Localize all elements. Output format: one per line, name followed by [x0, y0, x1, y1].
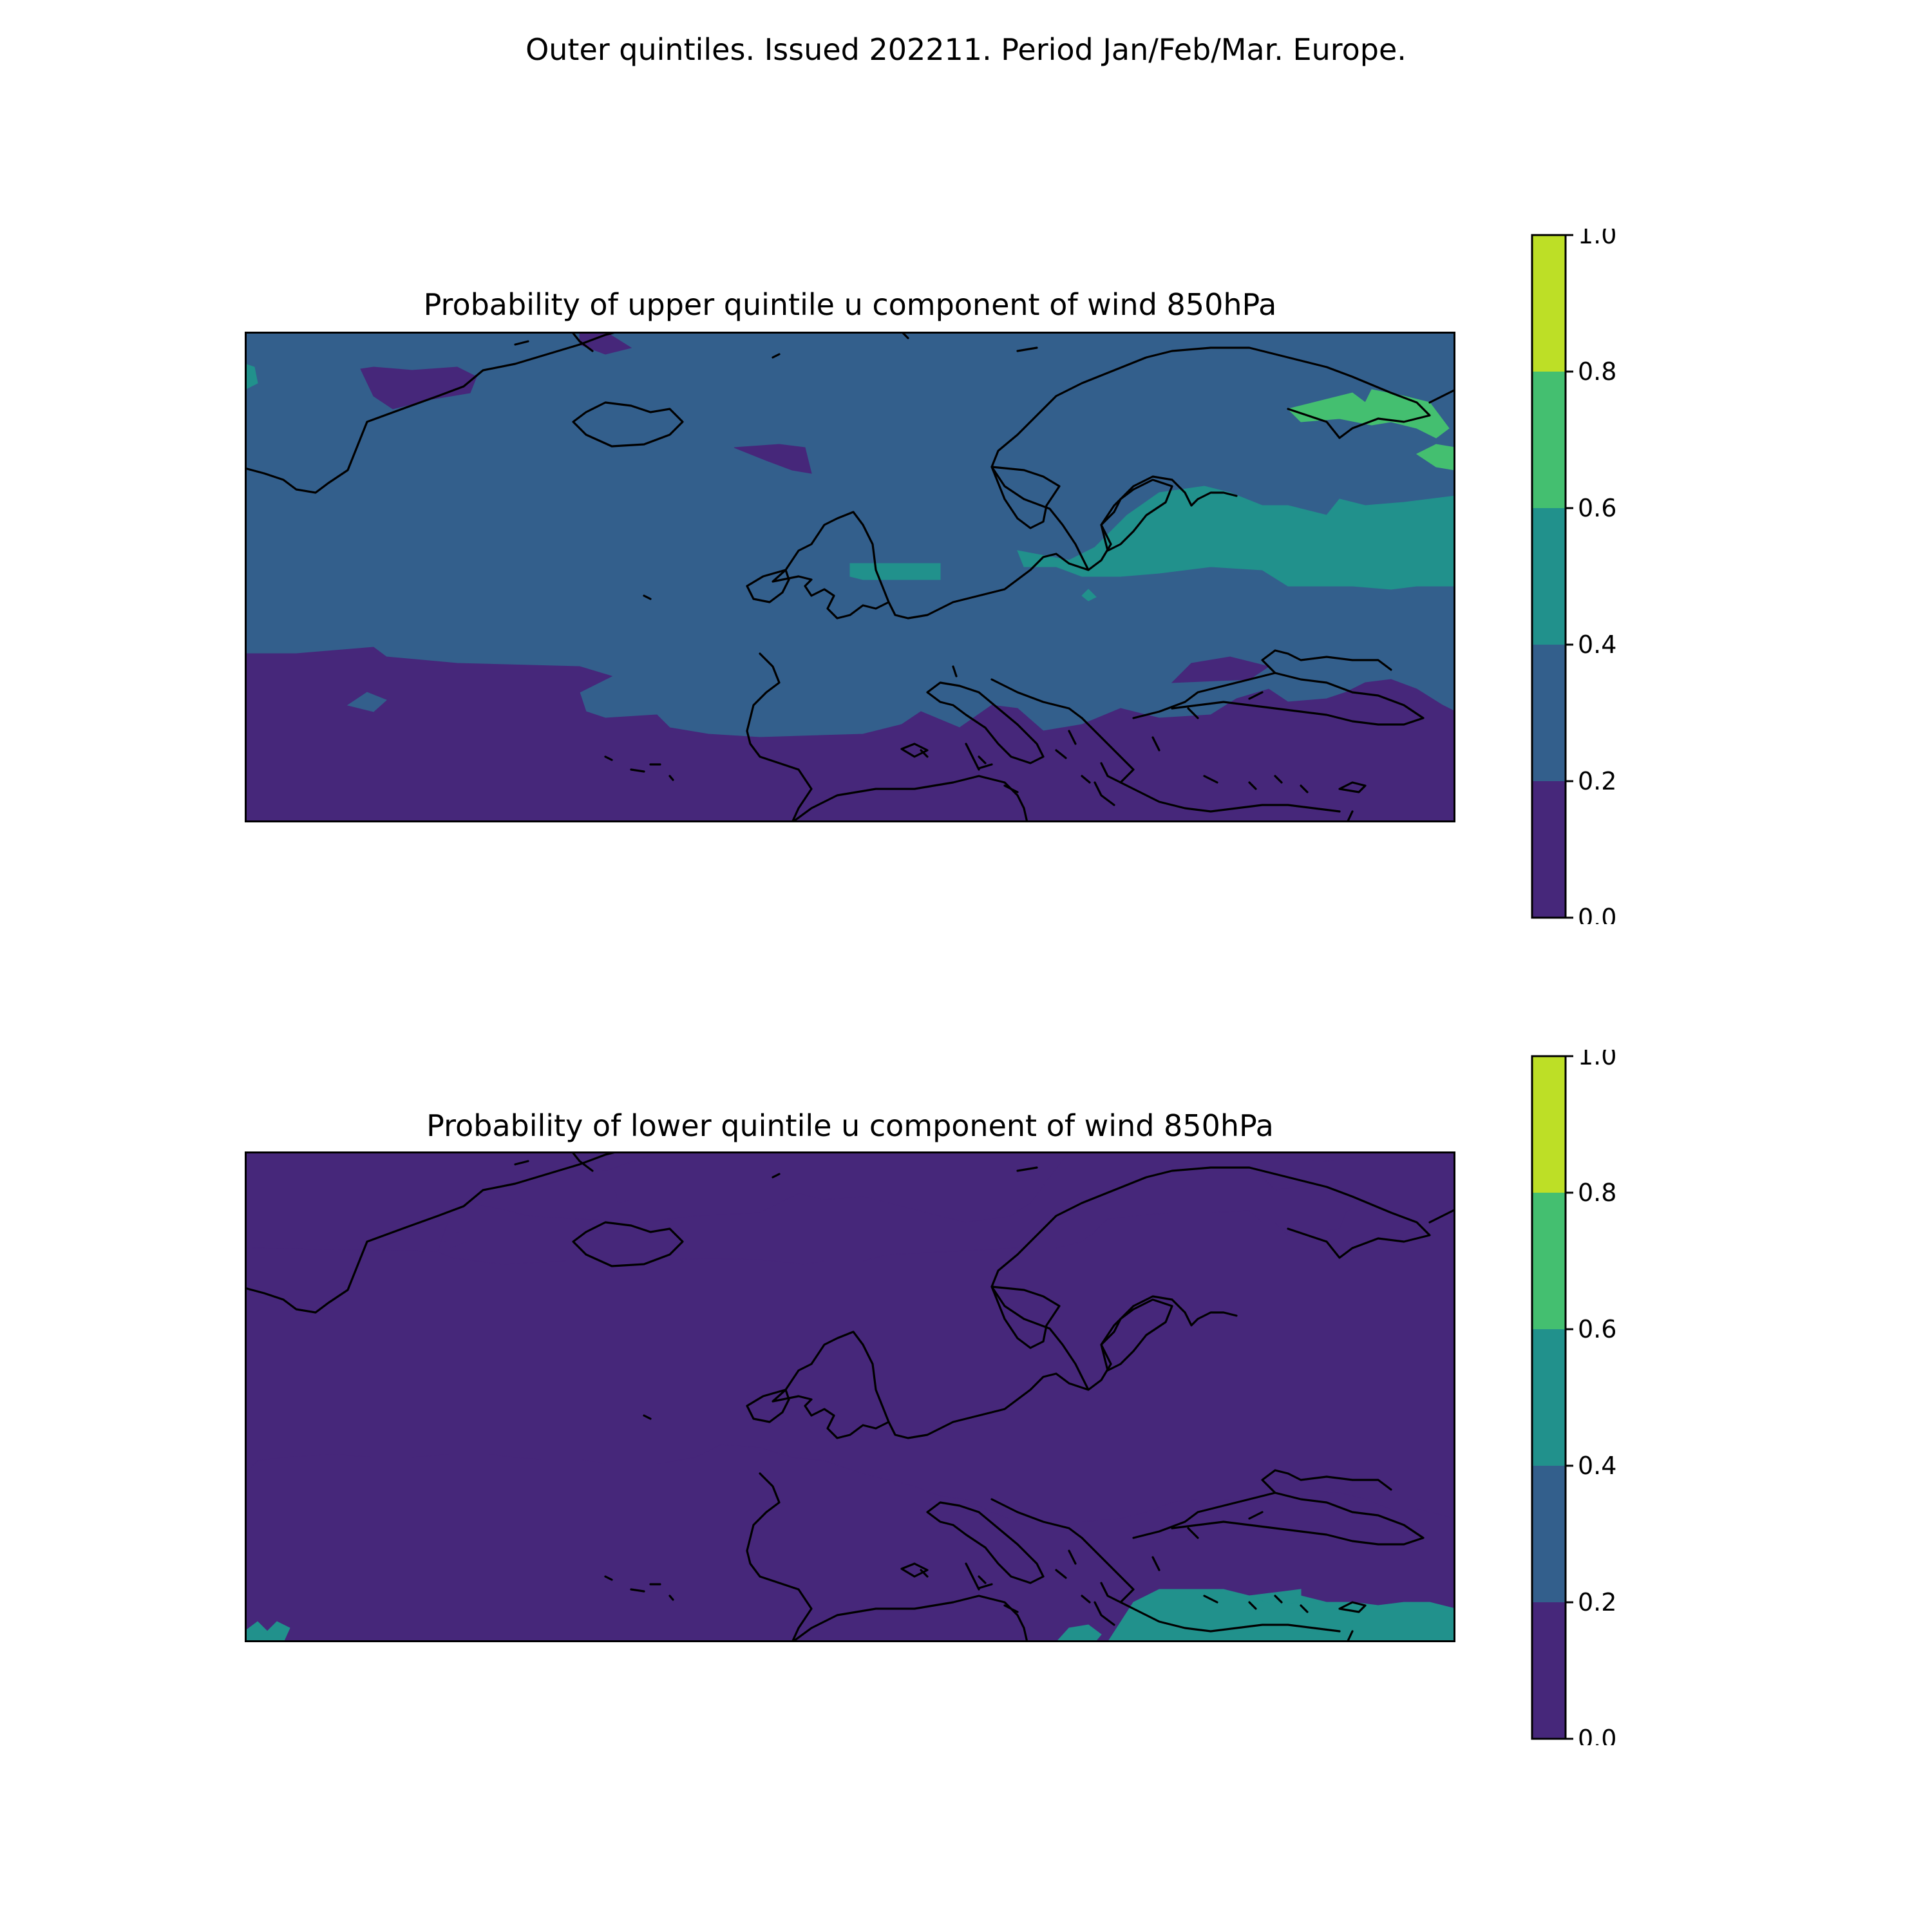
- colorbar-upper-ticks: [1566, 234, 1573, 919]
- figure-title: Outer quintiles. Issued 202211. Period J…: [526, 32, 1406, 67]
- colorbar-lower-tick-labels: 0.0 0.2 0.4 0.6 0.8 1.0: [1578, 1050, 1616, 1745]
- upper-baltic-mid-dot: [1081, 589, 1097, 601]
- colorbar-segment: [1532, 645, 1566, 781]
- upper-south-low-region: [245, 647, 1455, 822]
- colorbar-upper-tick-label: 0.4: [1578, 630, 1616, 659]
- colorbar-lower-tick-label: 0.0: [1578, 1725, 1616, 1745]
- lower-italy-mid-patch: [1056, 1624, 1102, 1642]
- map-upper-quintile: [245, 332, 1455, 822]
- lower-main-low-region: [245, 1151, 1455, 1522]
- colorbar-segment: [1532, 1466, 1566, 1602]
- colorbar-lower-segments: [1532, 1056, 1566, 1739]
- panel-lower-title: Probability of lower quintile u componen…: [426, 1108, 1274, 1143]
- colorbar-upper: 0.0 0.2 0.4 0.6 0.8 1.0: [1531, 229, 1616, 924]
- colorbar-upper-tick-label: 0.8: [1578, 357, 1616, 386]
- lower-southwest-mid-patch: [245, 1621, 290, 1642]
- upper-canary-notch: [346, 692, 387, 712]
- colorbar-segment: [1532, 1193, 1566, 1329]
- colorbar-lower-tick-label: 0.6: [1578, 1315, 1616, 1343]
- map-lower-quintile: [245, 1151, 1455, 1642]
- colorbar-lower-tick-label: 1.0: [1578, 1050, 1616, 1070]
- colorbar-upper-tick-label: 0.0: [1578, 904, 1616, 924]
- upper-southeast-high-patch: [1416, 444, 1455, 471]
- lower-north-low-region: [245, 1151, 1070, 1252]
- colorbar-segment: [1532, 1329, 1566, 1466]
- upper-greenland-edge-mid-patch: [245, 363, 258, 390]
- colorbar-lower: 0.0 0.2 0.4 0.6 0.8 1.0: [1531, 1050, 1616, 1745]
- upper-southeast-low-patch: [1171, 656, 1270, 683]
- colorbar-lower-ticks: [1566, 1055, 1573, 1740]
- colorbar-lower-tick-label: 0.2: [1578, 1588, 1616, 1616]
- upper-coastlines: [245, 332, 1455, 822]
- upper-ne-mid-region: [1017, 486, 1455, 590]
- lower-map-frame: [245, 1151, 1455, 1642]
- colorbar-upper-tick-labels: 0.0 0.2 0.4 0.6 0.8 1.0: [1578, 229, 1616, 924]
- colorbar-segment: [1532, 372, 1566, 508]
- colorbar-segment: [1532, 235, 1566, 372]
- upper-white-sea-high-patch: [1287, 389, 1450, 439]
- colorbar-lower-frame: [1531, 1055, 1567, 1740]
- colorbar-upper-tick-label: 0.2: [1578, 767, 1616, 795]
- colorbar-segment: [1532, 1056, 1566, 1193]
- upper-northsea-mid-strip: [849, 563, 941, 580]
- upper-map-frame: [245, 332, 1455, 822]
- lower-arctic-low-notch: [614, 1189, 632, 1204]
- colorbar-segment: [1532, 1602, 1566, 1739]
- upper-greenland-low-patch: [360, 366, 477, 410]
- colorbar-upper-frame: [1531, 234, 1567, 919]
- colorbar-segment: [1532, 781, 1566, 918]
- lower-coastlines: [245, 1151, 1455, 1642]
- panel-upper-title: Probability of upper quintile u componen…: [423, 287, 1277, 322]
- colorbar-lower-tick-label: 0.8: [1578, 1179, 1616, 1207]
- colorbar-upper-tick-label: 1.0: [1578, 229, 1616, 249]
- colorbar-upper-tick-label: 0.6: [1578, 494, 1616, 522]
- upper-norwegian-sea-low-patch: [734, 444, 812, 474]
- lower-southeast-mid-patch-b: [1249, 1589, 1302, 1606]
- colorbar-segment: [1532, 508, 1566, 645]
- lower-greenland-low-notch: [444, 1231, 468, 1249]
- colorbar-lower-tick-label: 0.4: [1578, 1452, 1616, 1480]
- colorbar-upper-segments: [1532, 235, 1566, 918]
